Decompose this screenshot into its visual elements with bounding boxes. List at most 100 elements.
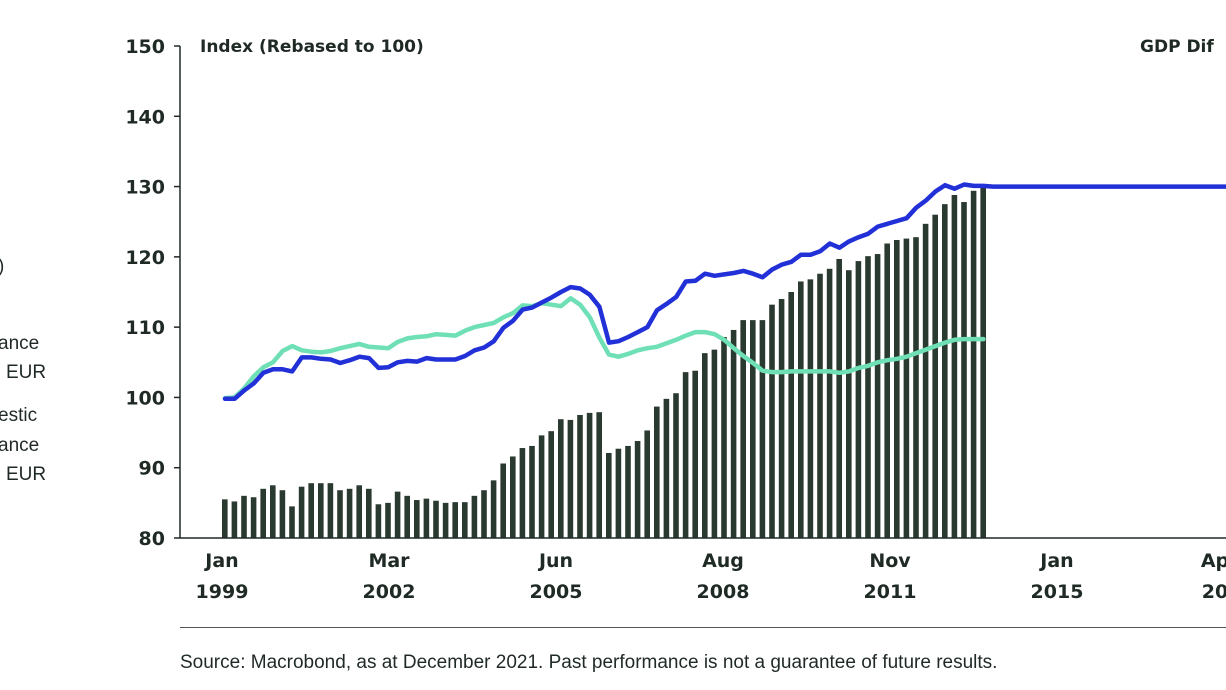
bar bbox=[894, 239, 900, 538]
bar bbox=[788, 292, 794, 538]
bar bbox=[452, 502, 458, 538]
y-tick-label: 130 bbox=[125, 177, 165, 199]
bar bbox=[615, 448, 622, 538]
y-tick-label: 150 bbox=[125, 36, 165, 58]
bar bbox=[318, 483, 324, 538]
series-line bbox=[222, 182, 1226, 402]
x-tick-year: 2015 bbox=[1031, 581, 1084, 603]
bar bbox=[778, 299, 785, 538]
bar bbox=[375, 504, 382, 538]
bar bbox=[961, 202, 967, 538]
y-tick-label: 110 bbox=[125, 317, 165, 339]
bar bbox=[500, 463, 506, 538]
bar bbox=[625, 445, 631, 538]
bar bbox=[836, 258, 842, 538]
left-axis-title: Index (Rebased to 100) bbox=[200, 37, 424, 57]
bar bbox=[932, 214, 938, 538]
series-line bbox=[222, 296, 986, 401]
y-tick-label: 100 bbox=[125, 387, 165, 409]
bar bbox=[874, 254, 881, 538]
bar bbox=[769, 304, 775, 538]
bar bbox=[346, 488, 353, 538]
bar bbox=[279, 490, 286, 538]
bar bbox=[337, 490, 343, 538]
x-tick-month: Jun bbox=[537, 550, 573, 572]
legend-text: estic bbox=[0, 405, 37, 426]
bar bbox=[289, 506, 295, 538]
bar bbox=[884, 243, 890, 538]
bar bbox=[404, 495, 410, 538]
bar bbox=[231, 501, 238, 538]
bar bbox=[366, 488, 372, 538]
bar bbox=[250, 497, 257, 538]
x-axis: Jan 1999 Mar 2002 Jun 2005 Aug 2008 Nov 2011 Jan 20… bbox=[180, 537, 1226, 603]
bar bbox=[567, 419, 574, 538]
divider bbox=[180, 627, 1226, 628]
bar bbox=[980, 186, 986, 539]
bar bbox=[414, 500, 420, 538]
y-tick-label: 140 bbox=[125, 106, 165, 128]
bar bbox=[855, 261, 862, 538]
legend-text: EUR bbox=[6, 464, 46, 485]
bar bbox=[356, 485, 362, 538]
bar bbox=[241, 495, 247, 538]
x-tick-month: Nov bbox=[869, 550, 911, 572]
bar bbox=[606, 452, 612, 538]
bar bbox=[433, 500, 439, 538]
x-tick-year: 20 bbox=[1202, 581, 1226, 603]
bar bbox=[442, 502, 449, 538]
bar bbox=[548, 431, 554, 538]
legend-text: ) bbox=[0, 256, 4, 277]
bar bbox=[308, 483, 314, 538]
bar bbox=[663, 398, 670, 538]
bar bbox=[596, 412, 602, 538]
bar bbox=[903, 238, 910, 538]
bar bbox=[740, 320, 746, 538]
bars bbox=[222, 186, 986, 539]
bar bbox=[682, 372, 689, 538]
bar bbox=[538, 435, 545, 538]
bar bbox=[673, 393, 679, 538]
bar bbox=[826, 268, 833, 538]
x-tick-month: Ap bbox=[1201, 550, 1226, 572]
x-tick-year: 2011 bbox=[864, 581, 917, 603]
bar bbox=[865, 256, 871, 538]
bar bbox=[586, 412, 593, 538]
bar bbox=[481, 490, 487, 538]
bar bbox=[807, 279, 814, 538]
bar bbox=[385, 502, 391, 538]
bar bbox=[817, 273, 823, 538]
bar bbox=[423, 498, 430, 538]
x-tick-month: Mar bbox=[368, 550, 410, 572]
bar bbox=[922, 223, 929, 538]
bar bbox=[913, 237, 919, 539]
bar bbox=[222, 499, 228, 538]
y-tick-label: 80 bbox=[139, 528, 165, 550]
lines bbox=[222, 182, 1226, 402]
bar bbox=[692, 370, 698, 538]
x-tick-year: 2005 bbox=[530, 581, 583, 603]
bar bbox=[711, 349, 718, 538]
bar bbox=[721, 336, 727, 538]
bar bbox=[462, 502, 468, 538]
bar bbox=[759, 320, 766, 538]
legend-text: ance bbox=[0, 435, 39, 456]
bar bbox=[490, 480, 497, 538]
y-tick-label: 90 bbox=[139, 458, 165, 480]
bar bbox=[471, 495, 478, 538]
bar bbox=[558, 419, 564, 538]
bar bbox=[702, 353, 708, 538]
bar bbox=[798, 281, 804, 538]
bar bbox=[260, 488, 266, 538]
bar bbox=[519, 448, 526, 538]
bar bbox=[529, 445, 535, 538]
y-tick-label: 120 bbox=[125, 247, 165, 269]
x-tick-month: Jan bbox=[203, 550, 238, 572]
legend-text: ance bbox=[0, 333, 39, 354]
chart: ) ance EUR estic ance EUR 150 140 130 120 110 100 9… bbox=[0, 36, 1226, 603]
bar bbox=[942, 204, 948, 538]
bar bbox=[654, 406, 660, 538]
y-axis: 150 140 130 120 110 100 90 80 bbox=[125, 36, 181, 550]
bar bbox=[846, 270, 852, 538]
bar bbox=[644, 430, 650, 538]
